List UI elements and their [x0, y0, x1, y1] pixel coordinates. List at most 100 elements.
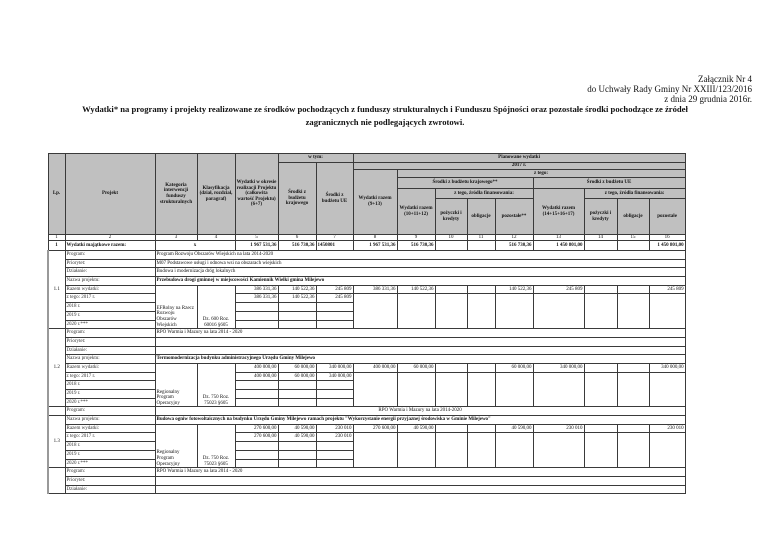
total-value: 516 730,36	[396, 240, 436, 251]
finance-value	[315, 449, 354, 460]
header-ue-razem: Wydatki razem (14+15+16+17)	[532, 188, 585, 235]
total-x: x	[154, 240, 236, 251]
planned-value: 40 590,00	[396, 423, 436, 434]
total-value	[583, 240, 618, 251]
header-lp: Lp.	[47, 153, 66, 235]
planned-value: 60 000,00	[396, 362, 436, 373]
finance-value	[234, 397, 279, 408]
planned-value	[616, 284, 650, 295]
planned-empty-cell	[532, 432, 585, 469]
info-label: Program:	[64, 328, 156, 338]
finance-value	[315, 397, 354, 408]
finance-row-label: z tego: 2017 r.	[64, 371, 156, 382]
info-label: Program:	[64, 250, 156, 260]
planned-empty-cell	[532, 371, 585, 408]
header-wydatki-razem: Wydatki razem (9+13)	[352, 169, 398, 235]
planned-empty-cell	[434, 293, 468, 330]
header-kategoria: Kategoria interwencji funduszy struktura…	[154, 153, 198, 235]
planned-value	[583, 362, 618, 373]
info-label: Nazwa projektu:	[64, 354, 156, 364]
header-srodki-krajowe: Środki z budżetu krajowego	[277, 162, 317, 235]
info-label: Nazwa projektu:	[64, 415, 156, 425]
planned-value	[616, 423, 650, 434]
finance-value	[234, 441, 279, 451]
finance-value	[277, 441, 317, 451]
planned-empty-cell	[616, 371, 650, 408]
finance-value	[277, 319, 317, 330]
planned-value	[583, 423, 618, 434]
finance-value: 60 000,00	[277, 362, 317, 373]
info-label: Działanie:	[64, 345, 156, 356]
finance-row: Razem wydatki: Regionalny Program Operacy…	[48, 423, 686, 469]
planned-value	[434, 284, 468, 295]
project-lp: 1.2	[47, 328, 66, 408]
info-label: Program:	[64, 467, 156, 477]
project-info-row: Nazwa projektu: Przebudowa drogi gminnej …	[48, 276, 686, 286]
finance-row: Razem wydatki: EFRolny na Rzecz Rozwoju O…	[48, 284, 686, 330]
finance-value	[234, 302, 279, 312]
planned-value	[466, 362, 496, 373]
header-kraj-group: Środki z budżetu krajowego**	[396, 177, 534, 189]
finance-value	[315, 441, 354, 451]
funding-category: EFRolny na Rzecz Rozwoju Obszarów Wiejsk…	[154, 284, 198, 330]
project-lp: 1.1	[47, 249, 66, 330]
planned-empty-cell	[616, 293, 650, 330]
info-value	[154, 345, 686, 356]
budget-classification: Dz. 750 Roz. 75023 §605	[196, 362, 236, 408]
finance-row-label: z tego: 2017 r.	[64, 432, 156, 443]
planned-value: 340 000,00	[648, 362, 686, 373]
planned-value: 245 809	[532, 284, 585, 295]
project-info-row: 1.1 Program: Program Rozwoju Obszarów Wiej…	[47, 249, 686, 330]
header-kraj-pozyczki: pożyczki i kredyty	[434, 198, 468, 235]
finance-value	[277, 449, 317, 460]
finance-row-label: 2020 r.***	[64, 458, 156, 469]
header-srodki-ue: Środki z budżetu UE	[315, 162, 354, 235]
finance-row-label: z tego: 2017 r.	[64, 293, 156, 304]
planned-empty-cell	[352, 293, 398, 330]
planned-empty-cell	[648, 432, 686, 469]
finance-value	[234, 310, 279, 321]
title-line-2: zagranicznych nie podlegających zwrotowi…	[305, 117, 465, 127]
header-w-tym: w tym:	[277, 153, 354, 163]
planned-empty-cell	[583, 432, 618, 469]
header-z-tego: z tego:	[396, 169, 686, 178]
finance-value	[277, 380, 317, 390]
total-value: 1 450 801,00	[648, 240, 686, 251]
header-projekt: Projekt	[64, 153, 156, 235]
funding-category: Regionalny Program Operacyjny	[154, 423, 198, 469]
finance-value	[315, 302, 354, 312]
planned-value	[466, 284, 496, 295]
info-label: Działanie:	[64, 484, 156, 495]
finance-value: 270 600,00	[234, 432, 279, 443]
finance-row-label: 2020 r.***	[64, 319, 156, 330]
info-value: Budowa i modernizacja dróg lokalnych	[154, 267, 686, 278]
planned-empty-cell	[648, 371, 686, 408]
finance-row: z tego: 2017 r. 386 331,36 140 522,36 245 8…	[48, 293, 686, 330]
header-kraj-pozostale: pozostałe**	[494, 198, 534, 235]
finance-value: 270 600,00	[234, 423, 279, 434]
total-value: 1 967 531,36	[352, 240, 398, 251]
header-planowane: Planowane wydatki	[352, 153, 686, 163]
finance-value	[234, 449, 279, 460]
planned-value: 230 010	[648, 423, 686, 434]
planned-value: 386 331,36	[352, 284, 398, 295]
finance-value	[277, 302, 317, 312]
planned-empty-cell	[494, 293, 534, 330]
project-lp: 1.3	[47, 415, 66, 469]
finance-value: 140 522,36	[277, 284, 317, 295]
header-ue-zrodla: z tego, źródła finansowania:	[583, 188, 686, 199]
total-value	[434, 240, 468, 251]
total-value	[466, 240, 496, 251]
info-label: Program:	[64, 406, 156, 417]
finance-value: 245 809	[315, 284, 354, 295]
planned-value: 60 000,00	[494, 362, 534, 373]
finance-row: Razem wydatki: Regionalny Program Operacy…	[48, 362, 686, 408]
project-info-row: Program: RPO Warmia i Mazury na lata 2014…	[47, 467, 686, 495]
planned-empty-cell	[396, 293, 436, 330]
info-value: Program Rozwoju Obszarów Wiejskich na la…	[154, 250, 686, 260]
header-ue-pozyczki: pożyczki i kredyty	[583, 198, 618, 235]
project-info-row: Program: RPO Warmia i Mazury na lata 2014…	[47, 406, 686, 417]
project-info-row: 1.3 Nazwa projektu: Budowa ogniw fotowolta…	[47, 415, 686, 469]
finance-value	[277, 458, 317, 469]
table-header: Lp. Projekt Kategoria interwencji fundus…	[47, 153, 686, 241]
